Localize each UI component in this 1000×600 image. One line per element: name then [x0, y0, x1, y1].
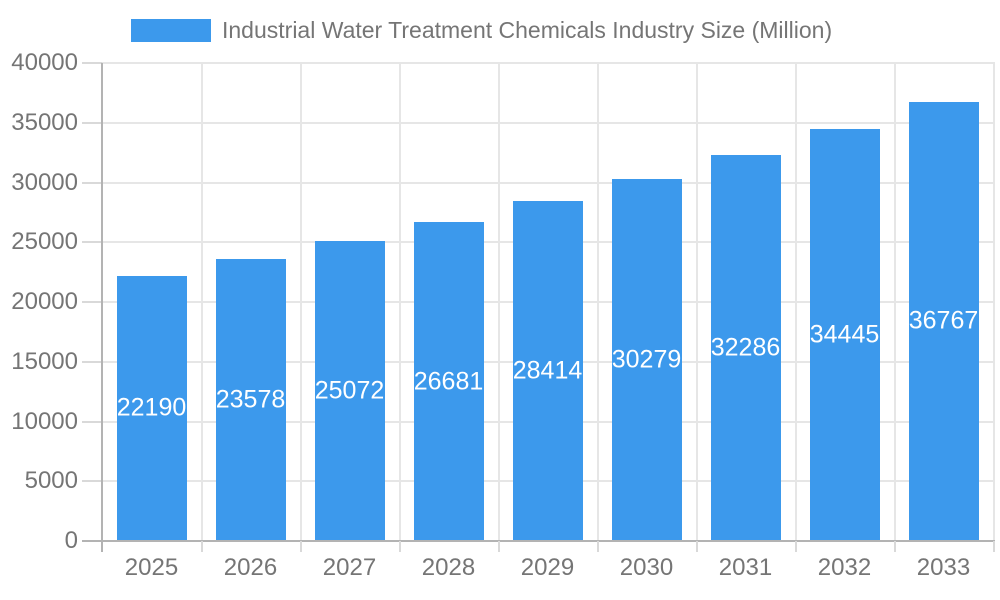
x-axis-tick-mark — [696, 541, 698, 552]
bar[interactable] — [512, 201, 583, 540]
bar[interactable] — [908, 101, 979, 540]
x-axis-tick-mark — [795, 541, 797, 552]
bar[interactable] — [413, 222, 484, 540]
y-axis-tick-mark — [82, 121, 102, 124]
bar-value-label: 34445 — [809, 320, 880, 349]
y-axis-tick-label: 0 — [64, 527, 78, 554]
bar-value-label: 22190 — [116, 393, 187, 422]
y-axis-tick-mark — [82, 540, 102, 542]
gridline-vertical — [894, 63, 896, 541]
gridline-vertical — [597, 63, 599, 541]
y-axis-tick-mark — [82, 420, 102, 423]
y-axis-tick-mark — [82, 301, 102, 303]
gridline-vertical — [498, 63, 500, 541]
bar[interactable] — [314, 241, 385, 540]
y-axis-tick-label: 25000 — [11, 228, 78, 256]
y-axis-tick-mark — [82, 181, 102, 184]
x-axis-tick-label: 2027 — [322, 554, 377, 581]
x-axis-tick-mark — [894, 541, 896, 552]
y-axis-tick-label: 15000 — [11, 347, 78, 375]
y-axis-tick-label: 20000 — [11, 288, 78, 315]
x-axis-tick-mark — [201, 541, 203, 552]
gridline-vertical — [300, 63, 302, 541]
bar-value-label: 28414 — [512, 356, 583, 385]
gridline-vertical — [795, 63, 797, 541]
x-axis-tick-mark — [498, 541, 500, 552]
gridline-vertical — [993, 63, 995, 541]
bar-value-label: 23578 — [215, 385, 286, 414]
x-axis-tick-label: 2026 — [223, 554, 278, 581]
y-axis-line — [101, 63, 103, 541]
gridline-horizontal — [102, 121, 995, 124]
x-axis-tick-mark — [300, 541, 302, 552]
bar-value-label: 36767 — [908, 306, 979, 335]
legend-label: Industrial Water Treatment Chemicals Ind… — [222, 17, 833, 43]
y-axis-tick-label: 40000 — [11, 49, 78, 76]
legend-item[interactable]: Industrial Water Treatment Chemicals Ind… — [131, 8, 832, 53]
bar-value-label: 25072 — [314, 376, 385, 405]
gridline-vertical — [399, 63, 401, 541]
x-axis-tick-mark — [597, 541, 599, 552]
x-axis-line — [102, 540, 995, 542]
x-axis-tick-label: 2025 — [124, 554, 179, 581]
bar[interactable] — [116, 275, 187, 540]
bar[interactable] — [710, 155, 781, 540]
x-axis-tick-label: 2029 — [520, 554, 575, 581]
x-axis-tick-label: 2032 — [817, 554, 872, 581]
bar-value-label: 26681 — [413, 367, 484, 396]
bar-value-label: 32286 — [710, 333, 781, 362]
gridline-horizontal — [102, 181, 995, 184]
y-axis-tick-label: 35000 — [11, 108, 78, 136]
bar[interactable] — [611, 179, 682, 540]
x-axis-tick-mark — [993, 541, 995, 552]
y-axis-tick-mark — [82, 241, 102, 244]
gridline-vertical — [696, 63, 698, 541]
y-axis-tick-mark — [82, 360, 102, 363]
x-axis-tick-mark — [399, 541, 401, 552]
y-axis-tick-mark — [82, 62, 102, 64]
y-axis-tick-label: 30000 — [11, 168, 78, 196]
gridline-horizontal — [102, 62, 995, 64]
bar[interactable] — [215, 259, 286, 540]
bar[interactable] — [809, 129, 880, 540]
x-axis-tick-label: 2028 — [421, 554, 476, 581]
legend-swatch — [131, 19, 211, 42]
x-axis-tick-label: 2031 — [718, 554, 773, 581]
y-axis-tick-label: 5000 — [24, 467, 78, 495]
x-axis-tick-label: 2030 — [619, 554, 674, 581]
y-axis-tick-label: 10000 — [11, 407, 78, 435]
x-axis-tick-mark — [101, 541, 103, 552]
y-axis-tick-mark — [82, 480, 102, 483]
x-axis-tick-label: 2033 — [916, 554, 971, 581]
gridline-vertical — [201, 63, 203, 541]
bar-value-label: 30279 — [611, 345, 682, 374]
